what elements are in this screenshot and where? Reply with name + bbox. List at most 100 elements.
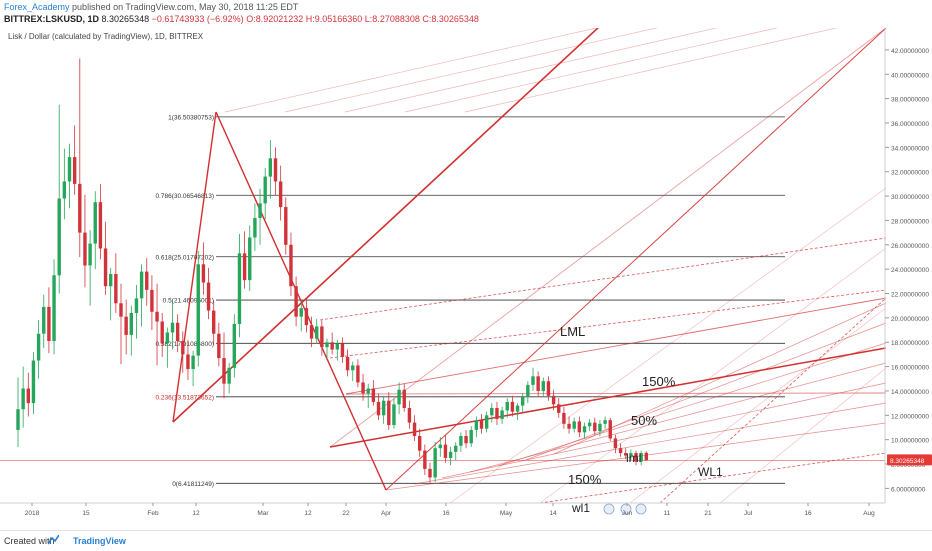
candle-body — [402, 389, 406, 408]
candle-body — [577, 421, 582, 433]
tradingview-link[interactable]: TradingView — [73, 536, 126, 546]
candle-up — [57, 104, 61, 294]
candle-down — [593, 417, 597, 435]
y-tick-label: 40.00000000 — [891, 72, 929, 79]
candle-down — [407, 400, 412, 429]
dashed-fork-line — [659, 297, 887, 504]
candle-body — [170, 322, 175, 333]
candle-up — [36, 320, 41, 379]
candle-down — [644, 451, 648, 461]
created-with-text: Created with TradingView — [4, 536, 126, 546]
candle-body — [258, 203, 262, 218]
candle-body — [248, 237, 252, 281]
candle-down — [309, 316, 314, 348]
candle-up — [515, 403, 520, 421]
candle-down — [330, 332, 334, 355]
candle-down — [47, 287, 51, 354]
candle-body — [237, 253, 242, 324]
candle-up — [541, 377, 545, 396]
candle-body — [562, 412, 566, 424]
dashed-fork-line — [539, 452, 887, 504]
x-tick-label: Aug — [863, 510, 875, 517]
candle-body — [42, 306, 46, 334]
fork-line — [345, 392, 887, 395]
candle-up — [248, 225, 252, 292]
candle-down — [72, 125, 77, 195]
candle-up — [454, 442, 458, 461]
candle-down — [634, 450, 638, 466]
candle-down — [624, 448, 628, 460]
candle-up — [603, 416, 607, 429]
fib-level-label: 0.236(13.51873652) — [155, 394, 214, 401]
candle-body — [397, 389, 401, 405]
candle-up — [448, 446, 453, 466]
label-150-lower: 150% — [568, 472, 602, 487]
candle-up — [237, 233, 242, 338]
candle-up — [21, 366, 25, 428]
candle-down — [145, 258, 149, 306]
candle-body — [109, 274, 113, 287]
x-tick-label: 22 — [342, 510, 350, 517]
author-link[interactable]: Forex_Academy — [4, 2, 70, 12]
candle-down — [242, 231, 247, 289]
candle-body — [88, 243, 92, 266]
candle-body — [448, 451, 453, 458]
candle-up — [139, 264, 144, 327]
candle-up — [490, 403, 494, 423]
candle-body — [392, 404, 396, 426]
candle-body — [634, 453, 638, 462]
candle-up — [521, 393, 525, 413]
candle-down — [443, 434, 448, 463]
fork-parallel-line — [441, 382, 887, 479]
candle-body — [551, 395, 556, 405]
candle-up — [639, 450, 643, 466]
fork-line — [345, 297, 887, 395]
candle-body — [217, 333, 221, 359]
candle-up — [196, 250, 200, 367]
candle-body — [459, 436, 463, 446]
candle-body — [418, 436, 422, 451]
candle-down — [78, 58, 82, 257]
price-chart[interactable]: Lisk / Dollar (calculated by TradingView… — [0, 28, 932, 530]
x-tick-label: Apr — [381, 510, 392, 517]
candle-down — [340, 337, 345, 363]
y-tick-label: 30.00000000 — [891, 194, 929, 201]
candle-body — [227, 367, 231, 384]
candle-down — [577, 416, 582, 438]
candle-up — [42, 294, 46, 349]
candle-down — [423, 444, 427, 475]
y-tick-label: 36.00000000 — [891, 121, 929, 128]
candle-body — [428, 468, 432, 478]
candle-body — [36, 333, 41, 361]
candle-up — [258, 188, 262, 245]
candle-up — [67, 143, 72, 209]
candle-body — [412, 422, 417, 437]
candle-body — [536, 376, 540, 391]
candle-body — [345, 356, 350, 371]
y-tick-label: 24.00000000 — [891, 267, 929, 274]
y-tick-label: 18.00000000 — [891, 340, 929, 347]
candle-down — [201, 242, 206, 295]
candle-up — [325, 338, 329, 359]
candle-down — [567, 416, 571, 434]
candle-up — [351, 361, 355, 382]
candle-body — [315, 326, 319, 339]
candle-down — [464, 429, 468, 449]
candle-body — [145, 271, 149, 290]
candle-down — [402, 383, 406, 412]
candle-down — [376, 393, 381, 421]
candle-down — [150, 275, 154, 331]
candle-up — [315, 319, 319, 344]
x-tick-label: 12 — [192, 510, 200, 517]
candle-body — [618, 448, 623, 454]
candle-body — [531, 376, 535, 385]
candle-body — [624, 453, 628, 456]
candle-body — [546, 381, 551, 396]
x-tick-label: 2018 — [25, 510, 40, 517]
x-tick-label: 11 — [664, 510, 671, 517]
fan-line — [284, 28, 658, 113]
candle-body — [356, 365, 360, 383]
fork-line — [329, 347, 887, 448]
candle-body — [582, 426, 587, 433]
candle-up — [268, 140, 273, 199]
